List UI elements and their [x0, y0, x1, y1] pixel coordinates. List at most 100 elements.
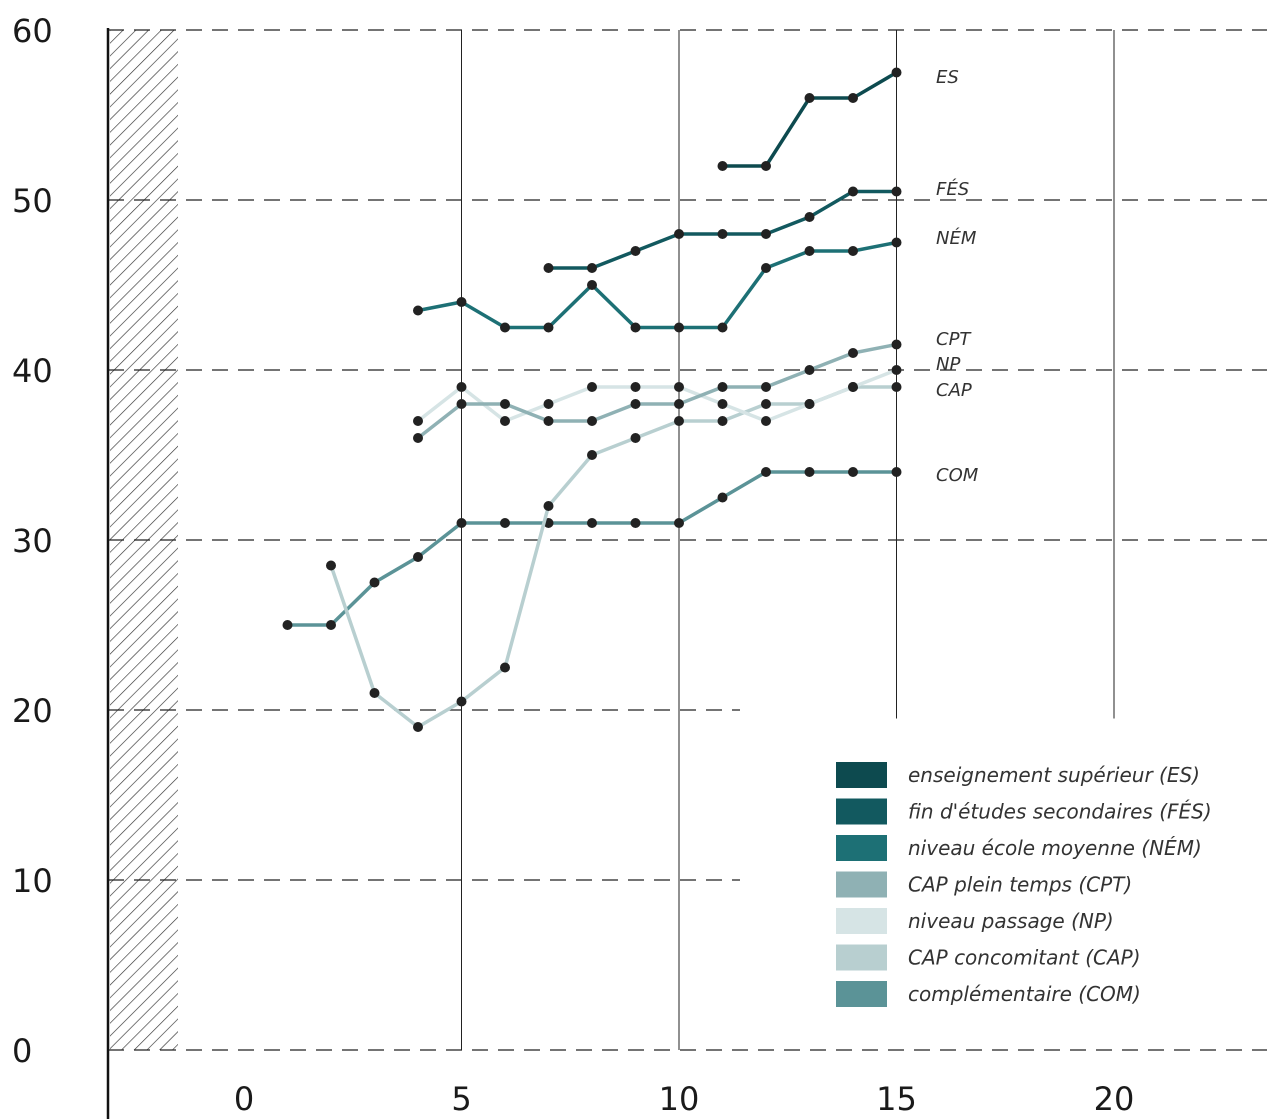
series-line	[723, 73, 897, 167]
end-label-NP: NP	[936, 354, 960, 375]
series-COM	[283, 467, 902, 630]
data-point	[326, 620, 336, 630]
series-line	[418, 243, 897, 328]
legend-label: CAP concomitant (CAP)	[908, 946, 1141, 970]
series-NÉM	[413, 238, 902, 333]
data-point	[848, 93, 858, 103]
data-point	[587, 416, 597, 426]
y-tick-label: 30	[12, 522, 53, 560]
data-point	[631, 246, 641, 256]
data-point	[631, 323, 641, 333]
legend-label: niveau école moyenne (NÉM)	[908, 836, 1202, 860]
data-point	[718, 323, 728, 333]
data-point	[674, 518, 684, 528]
data-point	[370, 578, 380, 588]
data-point	[761, 416, 771, 426]
data-point	[326, 561, 336, 571]
data-point	[848, 467, 858, 477]
data-point	[892, 68, 902, 78]
data-point	[761, 229, 771, 239]
data-point	[718, 416, 728, 426]
legend-swatch	[836, 762, 887, 788]
end-label-NÉM: NÉM	[936, 227, 977, 249]
data-point	[848, 382, 858, 392]
x-tick-label: 10	[659, 1080, 700, 1118]
data-point	[544, 399, 554, 409]
end-label-COM: COM	[936, 465, 979, 486]
x-tick-label: 15	[876, 1080, 917, 1118]
y-tick-label: 20	[12, 692, 53, 730]
x-tick-label: 5	[451, 1080, 471, 1118]
data-point	[892, 467, 902, 477]
y-tick-label: 10	[12, 862, 53, 900]
series-CAP	[326, 382, 902, 732]
data-point	[413, 416, 423, 426]
legend-label: CAP plein temps (CPT)	[908, 873, 1132, 897]
data-point	[413, 306, 423, 316]
data-point	[587, 518, 597, 528]
data-point	[500, 518, 510, 528]
series-layer: ES FÉS NÉM CPT NP CAP COM	[283, 67, 979, 732]
data-point	[544, 416, 554, 426]
end-label-CPT: CPT	[936, 329, 972, 350]
data-point	[805, 93, 815, 103]
legend-swatch	[836, 945, 887, 971]
data-point	[544, 323, 554, 333]
series-ES	[718, 68, 902, 172]
end-label-ES: ES	[936, 67, 959, 88]
end-label-CAP: CAP	[936, 380, 972, 401]
data-point	[500, 416, 510, 426]
data-point	[718, 161, 728, 171]
data-point	[544, 501, 554, 511]
data-point	[761, 161, 771, 171]
legend-swatch	[836, 872, 887, 898]
series-NP	[413, 365, 902, 426]
data-point	[500, 399, 510, 409]
grid	[108, 30, 1267, 1050]
legend-swatch	[836, 908, 887, 934]
legend-swatch	[836, 981, 887, 1007]
data-point	[457, 297, 467, 307]
series-line	[418, 370, 897, 421]
legend-label: complémentaire (COM)	[908, 982, 1141, 1006]
data-point	[848, 348, 858, 358]
data-point	[892, 187, 902, 197]
data-point	[283, 620, 293, 630]
y-tick-label: 40	[12, 352, 53, 390]
data-point	[674, 323, 684, 333]
data-point	[892, 340, 902, 350]
end-label-FÉS: FÉS	[936, 178, 969, 200]
data-point	[587, 263, 597, 273]
data-point	[457, 399, 467, 409]
legend-label: niveau passage (NP)	[908, 909, 1114, 933]
data-point	[413, 552, 423, 562]
data-point	[587, 450, 597, 460]
data-point	[805, 246, 815, 256]
data-point	[761, 263, 771, 273]
data-point	[457, 518, 467, 528]
data-point	[674, 416, 684, 426]
data-point	[718, 399, 728, 409]
data-point	[631, 433, 641, 443]
legend-label: enseignement supérieur (ES)	[908, 763, 1200, 787]
data-point	[457, 697, 467, 707]
data-point	[587, 382, 597, 392]
data-point	[805, 467, 815, 477]
data-point	[761, 467, 771, 477]
data-point	[631, 399, 641, 409]
data-point	[805, 399, 815, 409]
data-point	[370, 688, 380, 698]
data-point	[500, 663, 510, 673]
y-tick-label: 0	[12, 1032, 32, 1070]
x-tick-label: 0	[234, 1080, 254, 1118]
legend-label: fin d'études secondaires (FÉS)	[908, 800, 1212, 824]
data-point	[892, 382, 902, 392]
data-point	[892, 238, 902, 248]
y-tick-label: 60	[12, 12, 53, 50]
data-point	[761, 382, 771, 392]
data-point	[674, 399, 684, 409]
legend-swatch	[836, 799, 887, 825]
data-point	[848, 246, 858, 256]
legend-swatch	[836, 835, 887, 861]
